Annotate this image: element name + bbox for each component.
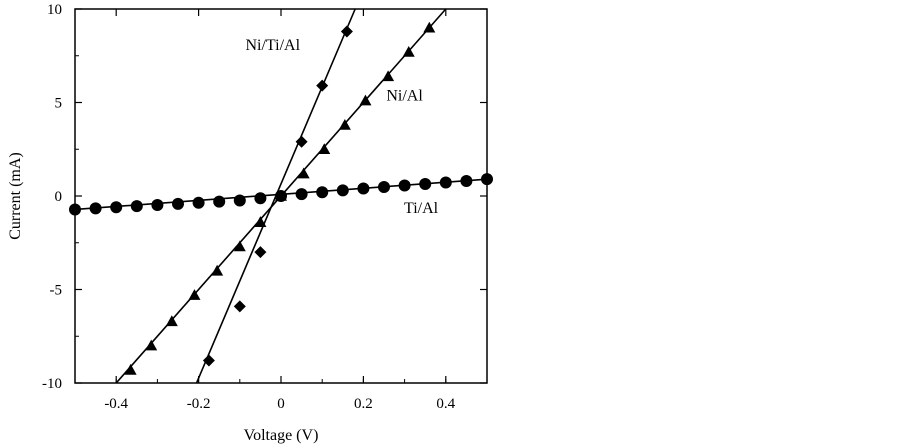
data-point-circle — [275, 190, 287, 202]
data-point-diamond — [295, 135, 308, 148]
data-point-circle — [130, 200, 143, 213]
data-point-circle — [295, 188, 308, 201]
data-point-triangle — [124, 363, 137, 375]
data-point-triangle — [211, 264, 224, 276]
data-point-diamond — [233, 300, 246, 313]
data-point-triangle — [145, 339, 158, 351]
y-axis: -10 -5 0 5 10 — [42, 2, 487, 392]
series-label: Ni/Ti/Al — [245, 37, 300, 54]
data-point-circle — [336, 184, 349, 197]
data-point-diamond — [316, 79, 329, 92]
series-label: Ti/Al — [404, 200, 439, 217]
y-tick-label: 0 — [55, 189, 63, 205]
data-point-triangle — [318, 143, 331, 155]
data-point-circle — [316, 186, 329, 199]
data-point-circle — [151, 198, 164, 211]
data-point-triangle — [297, 167, 310, 179]
data-point-circle — [419, 178, 432, 191]
data-point-triangle — [402, 46, 415, 57]
data-point-circle — [213, 195, 226, 208]
data-point-triangle — [233, 240, 246, 252]
data-point-circle — [89, 202, 102, 215]
data-point-circle — [254, 192, 267, 205]
data-point-circle — [439, 176, 452, 189]
x-tick-label: 0 — [277, 396, 285, 412]
data-point-diamond — [340, 25, 353, 38]
data-point-triangle — [254, 216, 267, 227]
x-tick-label: 0.2 — [354, 396, 373, 412]
data-point-circle — [110, 201, 123, 214]
x-tick-label: -0.2 — [187, 396, 211, 412]
data-point-circle — [69, 203, 81, 216]
data-point-circle — [481, 173, 493, 186]
series-label: Ni/Al — [386, 88, 423, 105]
data-point-circle — [378, 181, 390, 194]
data-point-circle — [192, 196, 205, 209]
x-tick-label: 0.4 — [436, 396, 455, 412]
y-tick-label: -5 — [50, 283, 63, 299]
data-point-diamond — [254, 246, 267, 259]
data-point-triangle — [165, 315, 178, 327]
x-axis: -0.4 -0.2 0 0.2 0.4 — [74, 9, 488, 412]
data-point-triangle — [338, 118, 351, 130]
data-point-triangle — [423, 21, 436, 33]
y-axis-title: Current (mA) — [7, 152, 24, 240]
y-tick-label: 5 — [55, 96, 63, 112]
data-point-circle — [172, 197, 184, 210]
annotation-layer: Ni/Ti/Al Ni/Al Ti/Al — [245, 37, 438, 217]
data-point-triangle — [188, 289, 201, 300]
series-layer — [69, 8, 493, 384]
data-point-triangle — [359, 94, 372, 106]
data-point-diamond — [202, 354, 215, 367]
x-axis-title: Voltage (V) — [244, 427, 319, 444]
data-point-triangle — [382, 70, 395, 82]
data-point-circle — [398, 179, 411, 192]
y-tick-label: -10 — [42, 376, 62, 392]
series-ti-al — [69, 173, 493, 216]
y-tick-label: 10 — [47, 2, 62, 18]
x-tick-label: -0.4 — [104, 396, 128, 412]
data-point-circle — [233, 194, 246, 207]
data-point-circle — [357, 182, 370, 195]
data-point-circle — [460, 175, 473, 188]
